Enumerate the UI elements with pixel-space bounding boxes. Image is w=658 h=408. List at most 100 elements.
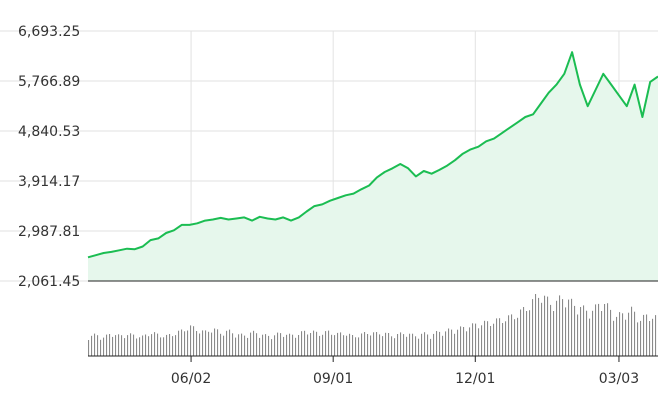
volume-bars xyxy=(88,294,657,356)
volume-bar xyxy=(571,298,573,356)
volume-bar xyxy=(475,323,477,356)
volume-bar xyxy=(130,333,132,356)
volume-bar xyxy=(289,333,291,356)
volume-bar xyxy=(115,335,117,356)
volume-bar xyxy=(382,336,384,356)
price-area-fill xyxy=(88,52,658,282)
volume-bar xyxy=(634,311,636,356)
volume-bar xyxy=(553,311,555,356)
x-tick-label: 03/03 xyxy=(599,371,639,387)
volume-bar xyxy=(340,332,342,356)
volume-bar xyxy=(367,334,369,356)
volume-bar xyxy=(448,328,450,356)
volume-bar xyxy=(493,323,495,356)
volume-bar xyxy=(394,338,396,356)
volume-bar xyxy=(355,337,357,356)
volume-bar xyxy=(280,333,282,356)
volume-bar xyxy=(337,332,339,356)
volume-bar xyxy=(169,334,171,356)
volume-bar xyxy=(292,334,294,356)
volume-bar xyxy=(298,335,300,356)
volume-bar xyxy=(598,303,600,356)
volume-bar xyxy=(199,333,201,356)
x-tick-label: 09/01 xyxy=(313,371,353,387)
volume-bar xyxy=(439,331,441,356)
volume-bar xyxy=(274,335,276,356)
volume-bar xyxy=(271,339,273,356)
volume-bar xyxy=(544,295,546,356)
volume-bar xyxy=(187,330,189,356)
volume-bar xyxy=(328,330,330,356)
volume-bar xyxy=(97,335,99,356)
volume-bar xyxy=(490,326,492,356)
volume-bar xyxy=(139,337,141,356)
volume-bar xyxy=(316,331,318,356)
y-tick-label: 3,914.17 xyxy=(18,174,80,190)
volume-bar xyxy=(109,334,111,356)
volume-bar xyxy=(391,336,393,356)
volume-bar xyxy=(193,326,195,356)
volume-bar xyxy=(190,325,192,356)
volume-bar xyxy=(88,340,90,356)
volume-bar xyxy=(541,302,543,356)
volume-bar xyxy=(613,320,615,356)
volume-bar xyxy=(322,334,324,356)
volume-bar xyxy=(523,307,525,356)
volume-bar xyxy=(610,309,612,356)
volume-bar xyxy=(517,317,519,356)
x-axis-labels: 06/02 09/01 12/01 03/03 xyxy=(171,371,639,387)
volume-bar xyxy=(208,331,210,356)
volume-bar xyxy=(265,334,267,356)
volume-bar xyxy=(445,331,447,356)
volume-bar xyxy=(361,333,363,356)
volume-bar xyxy=(307,334,309,356)
volume-bar xyxy=(118,334,120,356)
volume-bar xyxy=(196,331,198,356)
volume-bar xyxy=(259,337,261,356)
volume-bar xyxy=(214,328,216,356)
volume-bar xyxy=(595,304,597,356)
volume-bar xyxy=(574,305,576,356)
volume-bar xyxy=(442,335,444,356)
volume-bar xyxy=(166,334,168,356)
volume-bar xyxy=(625,319,627,356)
volume-bar xyxy=(358,337,360,356)
volume-bar xyxy=(616,316,618,356)
volume-bar xyxy=(619,312,621,356)
volume-bar xyxy=(460,326,462,356)
volume-bar xyxy=(94,333,96,356)
volume-bar xyxy=(451,329,453,356)
volume-bar xyxy=(484,320,486,356)
volume-bar xyxy=(565,307,567,356)
volume-bar xyxy=(178,330,180,356)
volume-bar xyxy=(640,320,642,356)
volume-bar xyxy=(352,335,354,356)
volume-bar xyxy=(100,339,102,356)
volume-bar xyxy=(253,330,255,356)
volume-bar xyxy=(379,334,381,356)
x-axis-ticks xyxy=(190,356,620,362)
volume-bar xyxy=(283,336,285,356)
volume-bar xyxy=(397,334,399,356)
volume-bar xyxy=(373,332,375,356)
volume-bar xyxy=(466,331,468,356)
volume-bar xyxy=(250,332,252,356)
volume-bar xyxy=(604,304,606,356)
volume-bar xyxy=(124,338,126,356)
volume-bar xyxy=(412,333,414,356)
volume-bar xyxy=(211,332,213,356)
volume-bar xyxy=(364,332,366,356)
volume-bar xyxy=(346,335,348,356)
volume-bar xyxy=(310,333,312,356)
volume-bar xyxy=(172,336,174,356)
volume-bar xyxy=(577,314,579,356)
volume-bar xyxy=(121,335,123,356)
volume-bar xyxy=(409,333,411,356)
volume-bar xyxy=(526,311,528,356)
volume-bar xyxy=(319,335,321,356)
volume-bar xyxy=(499,318,501,356)
y-tick-label: 6,693.25 xyxy=(18,24,80,40)
volume-bar xyxy=(424,332,426,356)
volume-bar xyxy=(520,309,522,356)
